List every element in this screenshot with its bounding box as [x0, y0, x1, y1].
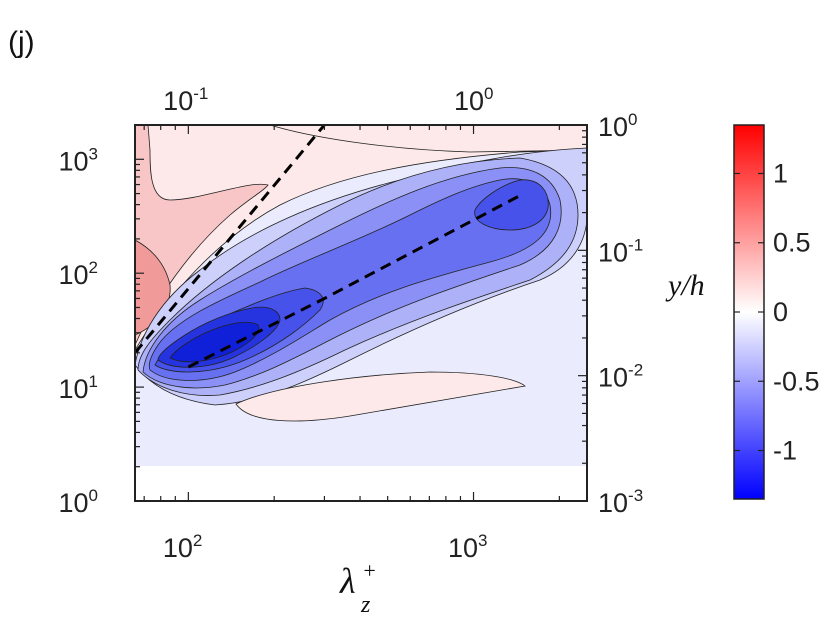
- x-axis-label-main: λ: [339, 561, 356, 601]
- y-tick-label: 100: [58, 486, 98, 518]
- right-y-tick-label: 10-3: [598, 486, 643, 518]
- right-y-tick-label: 10-1: [598, 235, 643, 267]
- right-y-tick-label: 10-2: [598, 361, 643, 393]
- contour-level-pos-2: [135, 125, 269, 346]
- tick-marks: [135, 124, 587, 502]
- right-y-tick-label: 100: [598, 110, 638, 142]
- x-axis-label-sup: +: [362, 558, 377, 583]
- dashed-line-1: [187, 192, 525, 369]
- plot-blank-region: [135, 466, 587, 501]
- top-x-tick-label: 10-1: [163, 84, 208, 116]
- contour-level-pos-lower: [235, 371, 526, 422]
- colorbar-tick-label: 0: [773, 297, 788, 327]
- dashed-lines: [135, 125, 525, 369]
- dashed-line-0: [135, 125, 326, 354]
- y-tick-label: 102: [58, 258, 98, 290]
- contour-level-neg-7: [169, 321, 260, 363]
- colorbar-tick-label: 0.5: [773, 228, 811, 258]
- colorbar-tick-label: -0.5: [773, 366, 820, 396]
- colorbar-tick-label: 1: [773, 158, 788, 188]
- colorbar-tick-label: -1: [773, 436, 797, 466]
- top-x-tick-label: 100: [454, 84, 494, 116]
- x-axis-label-sub: z: [360, 592, 371, 618]
- contour-field: [135, 125, 587, 501]
- plot-frame: [134, 124, 588, 502]
- right-y-axis-label: y/h: [665, 269, 705, 302]
- colorbar-ticks: [734, 172, 764, 452]
- y-tick-label: 101: [58, 372, 98, 404]
- x-tick-label: 102: [163, 531, 203, 563]
- panel-label: (j): [8, 26, 35, 59]
- x-tick-label: 103: [448, 531, 488, 563]
- y-tick-label: 103: [58, 144, 98, 176]
- x-axis-label: λ + z: [339, 558, 377, 618]
